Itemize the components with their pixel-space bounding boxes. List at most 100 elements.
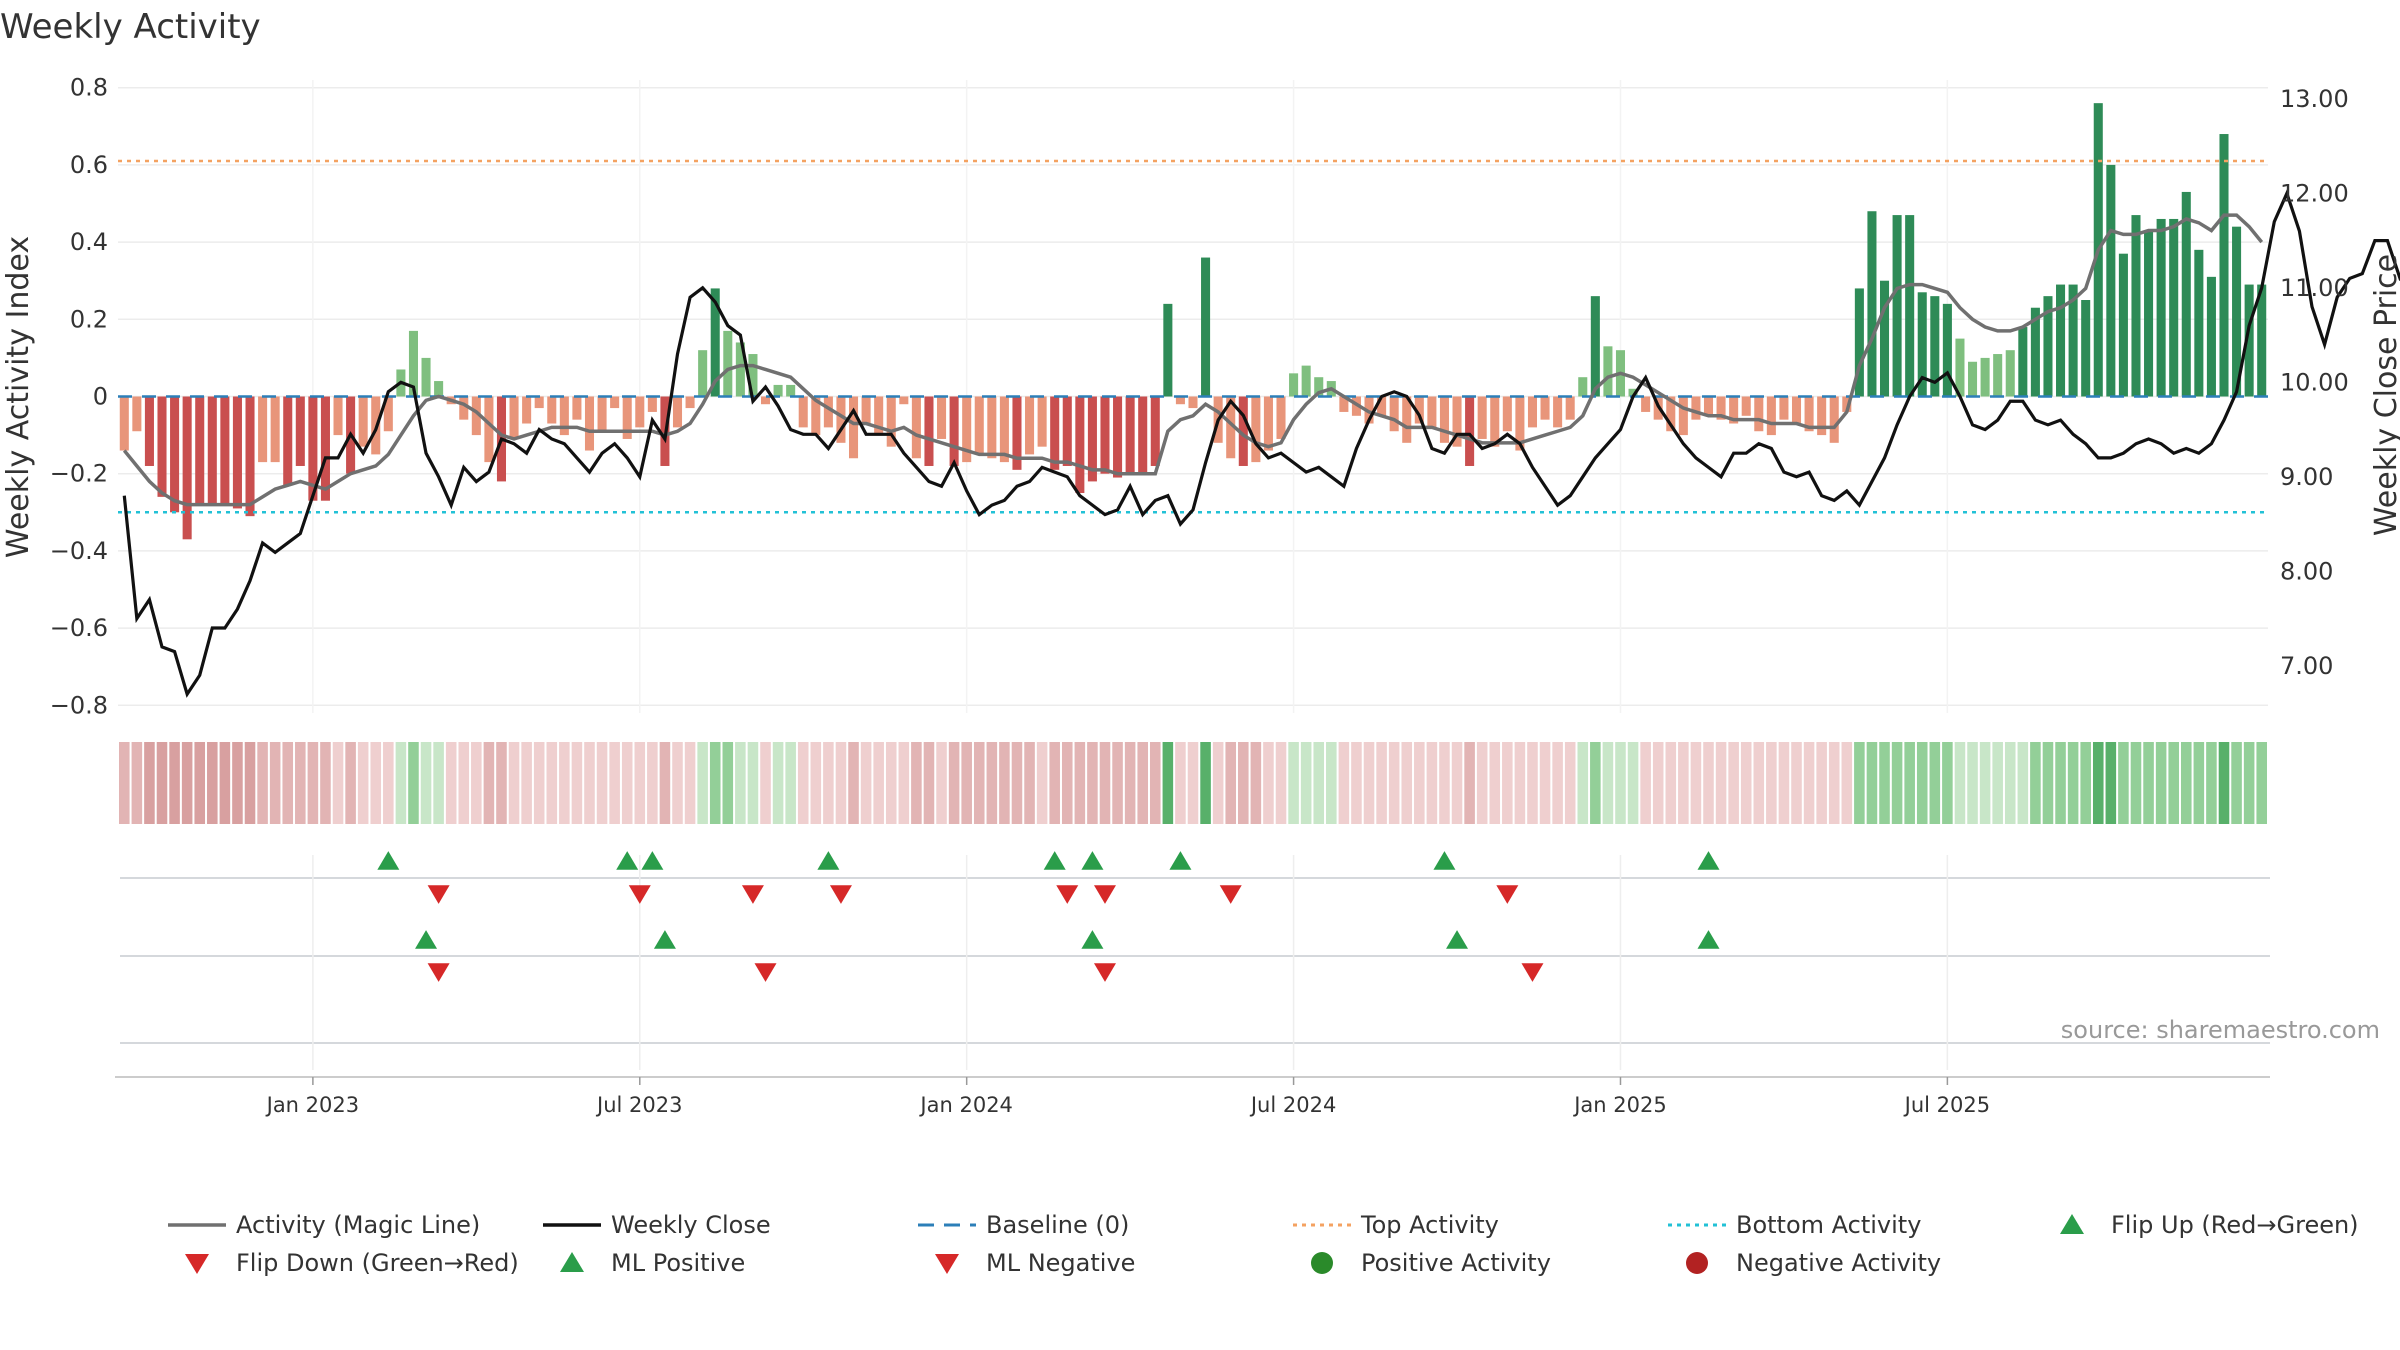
activity-bar — [1540, 396, 1550, 420]
heat-cell — [1866, 742, 1878, 824]
heat-cell — [697, 742, 708, 824]
left-tick-label: 0.6 — [70, 151, 108, 179]
chart-title: Weekly Activity — [0, 7, 261, 47]
legend-swatch — [1686, 1252, 1708, 1274]
heat-cell — [332, 742, 344, 824]
activity-bar — [2144, 230, 2154, 397]
heat-cell — [1828, 742, 1840, 824]
activity-bar — [220, 396, 230, 505]
activity-bar — [295, 396, 305, 466]
legend-item: Negative Activity — [1686, 1249, 1941, 1277]
heat-cell — [1992, 742, 2003, 824]
heat-cell — [2193, 742, 2205, 824]
activity-bar — [1075, 396, 1085, 493]
reference-lines — [118, 159, 2268, 514]
flip-up-marker — [1081, 851, 1104, 870]
heat-cell — [999, 742, 1010, 824]
heat-cell — [533, 742, 545, 824]
heat-cell — [1338, 742, 1350, 824]
heat-cell — [1313, 742, 1325, 824]
legend-item: Flip Up (Red→Green) — [2060, 1211, 2359, 1239]
heat-cell — [1476, 742, 1488, 824]
heat-cell — [2092, 742, 2104, 824]
heat-cell — [244, 742, 256, 824]
heat-cell — [2055, 742, 2066, 824]
activity-bar — [1930, 296, 1940, 397]
activity-bar — [270, 396, 280, 463]
activity-bar — [2030, 307, 2040, 397]
activity-bar — [1892, 215, 1902, 397]
activity-bar — [2106, 164, 2116, 397]
activity-bar — [924, 396, 934, 466]
activity-bar — [2005, 350, 2015, 397]
heat-cell — [144, 742, 155, 824]
activity-bar — [723, 330, 733, 397]
heat-cell — [1954, 742, 1966, 824]
heat-cell — [2004, 742, 2016, 824]
activity-bar — [157, 396, 167, 497]
heat-cell — [973, 742, 985, 824]
heat-cell — [747, 742, 759, 824]
activity-bar — [1666, 396, 1676, 432]
activity-bar — [1955, 338, 1965, 397]
legend-item: Weekly Close — [543, 1211, 771, 1239]
x-tick-label: Jan 2025 — [1572, 1093, 1667, 1117]
activity-bar — [1339, 396, 1349, 412]
left-tick-label: −0.4 — [50, 537, 108, 565]
activity-bar — [1641, 396, 1651, 412]
activity-bar — [1578, 377, 1588, 397]
activity-bar — [471, 396, 481, 436]
heat-cell — [1539, 742, 1551, 824]
activity-bar — [710, 288, 720, 397]
activity-bar — [459, 396, 469, 420]
heat-cell — [2080, 742, 2091, 824]
legend-item: ML Positive — [560, 1249, 745, 1277]
heat-cell — [2180, 742, 2192, 824]
heat-cell — [1904, 742, 1915, 824]
heat-cell — [1414, 742, 1425, 824]
heat-cell — [797, 742, 809, 824]
flip-up-marker — [817, 851, 840, 870]
activity-bar — [1163, 303, 1173, 397]
left-tick-label: 0 — [93, 383, 108, 411]
activity-heat-strip — [119, 742, 2267, 824]
activity-bar — [1515, 396, 1525, 451]
legend-item: Positive Activity — [1311, 1249, 1551, 1277]
left-axis-title: Weekly Activity Index — [1, 236, 36, 558]
activity-bar — [1553, 396, 1563, 428]
heat-cell — [2143, 742, 2154, 824]
heat-cell — [1942, 742, 1953, 824]
activity-bar — [1402, 396, 1412, 443]
heat-cell — [986, 742, 998, 824]
activity-bar — [421, 357, 431, 397]
activity-bar — [408, 330, 418, 397]
activity-bar — [1150, 396, 1160, 466]
activity-bar — [119, 396, 129, 451]
activity-bar — [232, 396, 242, 509]
right-tick-label: 11.00 — [2280, 274, 2349, 302]
activity-bar — [748, 354, 758, 397]
heat-cell — [445, 742, 457, 824]
activity-bar — [672, 396, 683, 428]
activity-bar — [2131, 215, 2141, 397]
activity-bar — [874, 396, 884, 436]
activity-bar — [1993, 354, 2003, 397]
activity-bar — [786, 384, 796, 397]
activity-bar — [1427, 396, 1437, 428]
flip-down-marker — [829, 885, 852, 904]
activity-bar — [2232, 226, 2242, 397]
heat-cell — [1715, 742, 1727, 824]
flip-down-marker — [1219, 885, 1242, 904]
activity-bar — [1842, 396, 1852, 412]
heat-cell — [483, 742, 495, 824]
activity-bar — [685, 396, 695, 409]
heat-cell — [1740, 742, 1752, 824]
heat-cell — [621, 742, 633, 824]
activity-bar — [2219, 134, 2229, 397]
heat-cell — [1577, 742, 1589, 824]
heat-cell — [1250, 742, 1262, 824]
legend-label: Activity (Magic Line) — [236, 1211, 480, 1239]
flip-up-marker — [616, 851, 639, 870]
heat-cell — [1854, 742, 1865, 824]
right-tick-label: 10.00 — [2280, 368, 2349, 396]
